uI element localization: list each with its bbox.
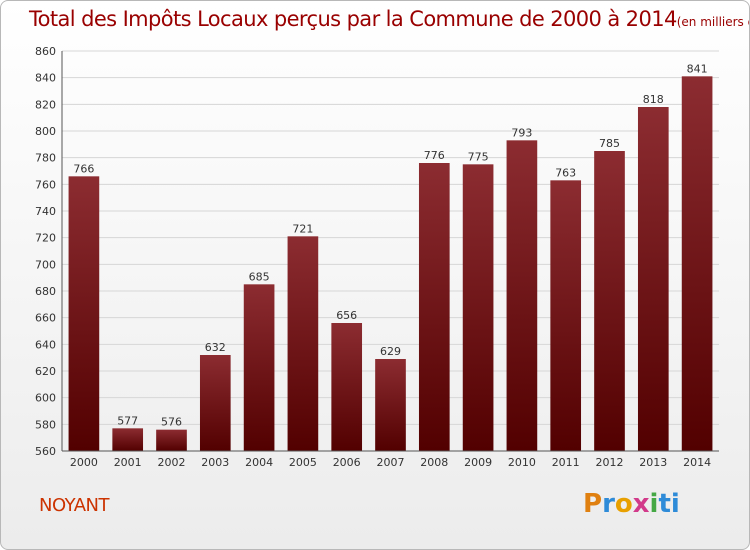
y-tick-label: 760 <box>35 178 56 191</box>
y-tick-label: 820 <box>35 98 56 111</box>
y-tick-label: 560 <box>35 445 56 458</box>
data-label-2012: 785 <box>599 137 620 150</box>
y-tick-label: 860 <box>35 45 56 58</box>
x-tick-label: 2013 <box>639 456 667 469</box>
bar-2012 <box>594 151 625 451</box>
x-tick-label: 2009 <box>464 456 492 469</box>
data-label-2008: 776 <box>424 149 445 162</box>
bar-2014 <box>681 76 713 451</box>
x-tick-label: 2011 <box>552 456 580 469</box>
data-label-2006: 656 <box>336 309 357 322</box>
bar-layer <box>68 76 713 452</box>
y-tick-label: 680 <box>35 285 56 298</box>
x-tick-label: 2008 <box>420 456 448 469</box>
bar-2005 <box>287 236 319 451</box>
bar-2001 <box>112 428 144 451</box>
data-label-2004: 685 <box>249 270 270 283</box>
data-label-2010: 793 <box>511 126 532 139</box>
x-tick-label: 2006 <box>333 456 361 469</box>
proxiti-logo[interactable]: Proxiti <box>583 489 680 519</box>
data-label-2014: 841 <box>687 62 708 75</box>
bar-2013 <box>637 107 669 451</box>
data-label-2002: 576 <box>161 416 182 429</box>
data-label-2003: 632 <box>205 341 226 354</box>
data-label-2001: 577 <box>117 414 138 427</box>
chart-title: Total des Impôts Locaux perçus par la Co… <box>29 7 749 31</box>
data-label-2000: 766 <box>73 162 94 175</box>
y-tick-label: 640 <box>35 338 56 351</box>
bar-2011 <box>550 180 582 452</box>
y-tick-label: 780 <box>35 152 56 165</box>
axis-layer: 560 580 600 620 640 660 680 700 720 740 760 780 800 8… <box>35 45 719 469</box>
bar-2008 <box>418 163 450 451</box>
x-tick-label: 2003 <box>201 456 229 469</box>
x-tick-label: 2005 <box>289 456 317 469</box>
x-tick-label: 2001 <box>114 456 142 469</box>
y-tick-label: 800 <box>35 125 56 138</box>
x-tick-label: 2014 <box>683 456 711 469</box>
bar-2009 <box>462 164 494 452</box>
bar-2004 <box>243 284 275 451</box>
x-tick-label: 2010 <box>508 456 536 469</box>
y-tick-label: 580 <box>35 418 56 431</box>
x-tick-label: 2002 <box>158 456 186 469</box>
x-tick-label: 2000 <box>70 456 98 469</box>
data-label-2007: 629 <box>380 345 401 358</box>
bar-2007 <box>375 359 406 451</box>
title-unit: (en milliers d'€) <box>676 15 749 29</box>
bar-2000 <box>68 176 100 452</box>
y-tick-label: 840 <box>35 72 56 85</box>
bar-2006 <box>331 323 363 451</box>
y-tick-label: 660 <box>35 312 56 325</box>
commune-name: NOYANT <box>39 495 110 516</box>
bar-2010 <box>506 140 538 452</box>
y-tick-label: 600 <box>35 392 56 405</box>
y-tick-label: 740 <box>35 205 56 218</box>
y-tick-label: 620 <box>35 365 56 378</box>
bar-2002 <box>156 429 187 451</box>
x-tick-label: 2007 <box>377 456 405 469</box>
data-label-2009: 775 <box>468 150 489 163</box>
bar-2003 <box>199 355 231 451</box>
y-tick-label: 720 <box>35 232 56 245</box>
data-label-2005: 721 <box>292 222 313 235</box>
x-tick-label: 2012 <box>596 456 624 469</box>
x-tick-label: 2004 <box>245 456 273 469</box>
data-label-2011: 763 <box>555 166 576 179</box>
y-tick-label: 700 <box>35 258 56 271</box>
data-label-2013: 818 <box>643 93 664 106</box>
